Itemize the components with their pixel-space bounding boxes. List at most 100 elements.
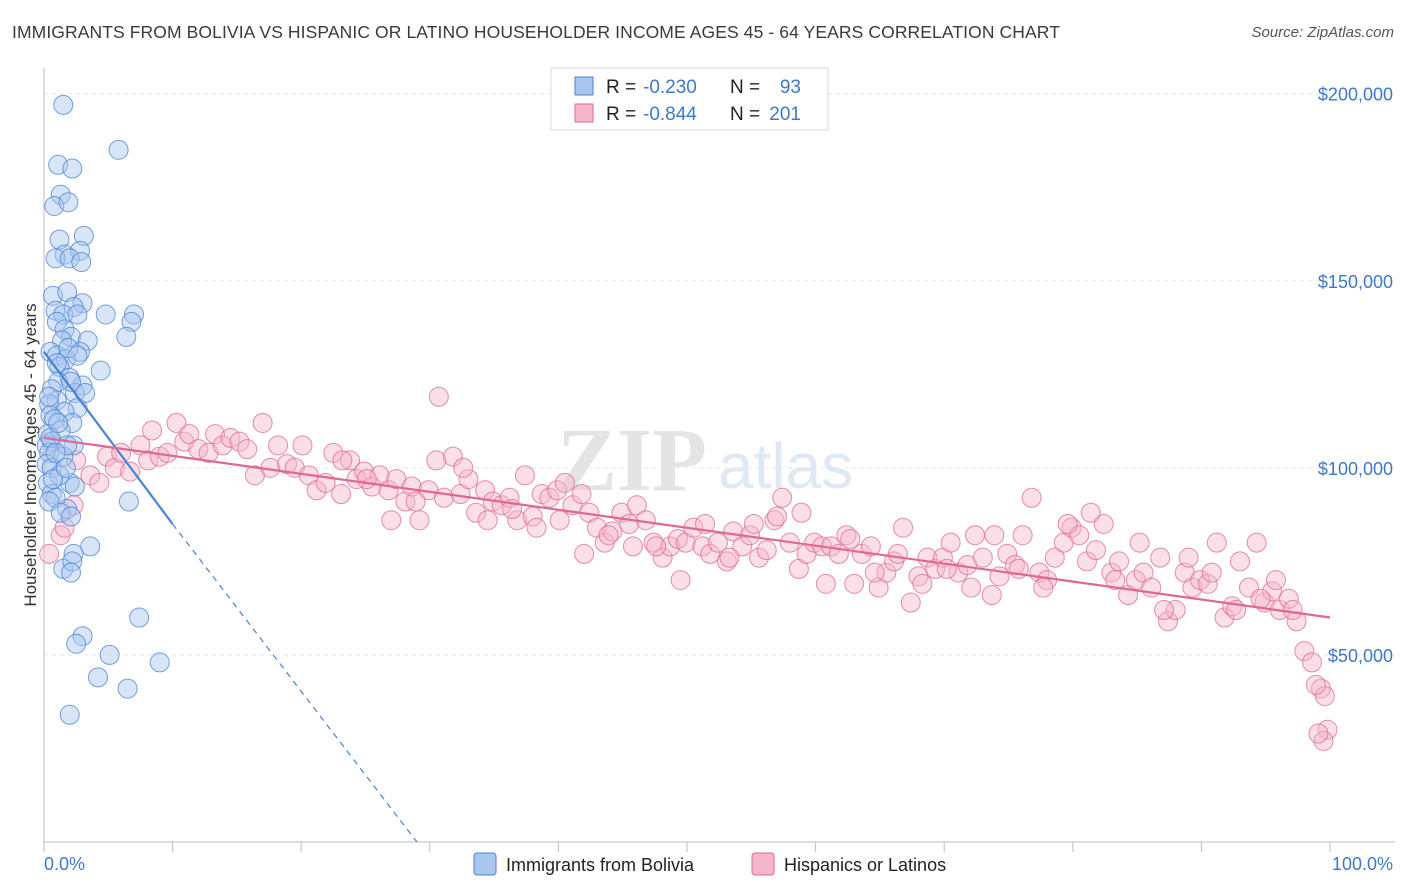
bolivia-trend-extension xyxy=(172,523,418,843)
bolivia-point xyxy=(67,304,88,325)
y-tick-labels: $50,000 $100,000 $150,000 $200,000 xyxy=(1318,85,1393,666)
bolivia-point xyxy=(41,457,62,478)
legend-r-value-2: -0.844 xyxy=(643,104,697,125)
x-tick-label-max: 100.0% xyxy=(1332,854,1393,874)
hispanic-point xyxy=(756,540,777,561)
hispanic-point xyxy=(772,487,793,508)
y-tick-label: $100,000 xyxy=(1318,459,1393,479)
legend-n-label-2: N = xyxy=(730,104,760,125)
hispanic-point xyxy=(1308,723,1329,744)
bolivia-point xyxy=(72,375,93,396)
bolivia-point xyxy=(41,379,62,400)
hispanic-point xyxy=(1206,532,1227,553)
hispanic-point xyxy=(381,510,402,531)
chart-source: Source: ZipAtlas.com xyxy=(1251,24,1394,41)
bolivia-point xyxy=(61,371,82,392)
hispanic-point xyxy=(453,457,474,478)
y-tick-label: $50,000 xyxy=(1328,646,1393,666)
hispanic-point xyxy=(212,435,233,456)
bolivia-point xyxy=(55,457,76,478)
hispanic-point xyxy=(764,510,785,531)
hispanic-point xyxy=(292,435,313,456)
hispanic-point xyxy=(670,570,691,591)
bolivia-point xyxy=(95,304,116,325)
hispanic-point xyxy=(1109,551,1130,572)
y-tick-label: $200,000 xyxy=(1318,85,1393,105)
bolivia-point xyxy=(121,311,142,332)
hispanic-point xyxy=(1201,562,1222,583)
bolivia-point xyxy=(67,345,88,366)
hispanic-point xyxy=(1057,513,1078,534)
trend-lines xyxy=(43,351,1331,843)
hispanic-point xyxy=(1157,611,1178,632)
legend-label-bolivia: Immigrants from Bolivia xyxy=(506,855,695,875)
hispanic-point xyxy=(547,480,568,501)
hispanic-point xyxy=(1282,600,1303,621)
watermark: ZIP atlas xyxy=(557,411,853,510)
hispanic-point xyxy=(554,472,575,493)
hispanic-point xyxy=(981,585,1002,606)
hispanic-point xyxy=(539,487,560,508)
bolivia-point xyxy=(129,607,150,628)
legend-label-hispanic: Hispanics or Latinos xyxy=(784,855,946,875)
legend-swatch-bolivia-bottom xyxy=(473,852,497,876)
series-bolivia-points xyxy=(36,94,170,725)
bolivia-point xyxy=(49,356,70,377)
bolivia-point xyxy=(46,311,67,332)
hispanic-point xyxy=(1301,652,1322,673)
hispanic-point xyxy=(405,491,426,512)
hispanic-point xyxy=(602,521,623,542)
hispanic-point xyxy=(1197,573,1218,594)
hispanic-point xyxy=(89,472,110,493)
legend-r-label-1: R = xyxy=(606,77,636,98)
hispanic-point xyxy=(409,510,430,531)
bolivia-point xyxy=(66,633,87,654)
hispanic-point xyxy=(166,412,187,433)
hispanic-point xyxy=(66,450,87,471)
bolivia-point xyxy=(41,484,62,505)
hispanic-point xyxy=(646,536,667,557)
hispanic-point xyxy=(840,528,861,549)
hispanic-point xyxy=(1093,513,1114,534)
hispanic-point xyxy=(912,573,933,594)
hispanic-point xyxy=(622,536,643,557)
hispanic-point xyxy=(1278,588,1299,609)
bolivia-point xyxy=(149,652,170,673)
bolivia-point xyxy=(124,304,145,325)
bolivia-point xyxy=(61,562,82,583)
bolivia-point xyxy=(118,491,139,512)
hispanic-point xyxy=(1178,547,1199,568)
hispanic-point xyxy=(1012,525,1033,546)
bolivia-point xyxy=(70,240,91,261)
hispanic-point xyxy=(692,536,713,557)
hispanic-point xyxy=(940,532,961,553)
y-tick-label: $150,000 xyxy=(1318,272,1393,292)
hispanic-point xyxy=(984,525,1005,546)
hispanic-point xyxy=(900,592,921,613)
hispanic-point xyxy=(1250,588,1271,609)
hispanic-point xyxy=(836,525,857,546)
hispanic-point xyxy=(466,502,487,523)
hispanic-point xyxy=(700,543,721,564)
hispanic-point xyxy=(1262,581,1283,602)
watermark-zip: ZIP xyxy=(557,411,707,510)
legend-swatch-hispanic xyxy=(574,103,594,123)
hispanic-point xyxy=(887,543,908,564)
hispanic-point xyxy=(571,484,592,505)
hispanic-point xyxy=(1004,555,1025,576)
legend-n-label-1: N = xyxy=(730,77,760,98)
hispanic-point xyxy=(1080,502,1101,523)
bolivia-point xyxy=(64,476,85,497)
hispanic-point xyxy=(442,446,463,467)
bolivia-point xyxy=(57,282,78,303)
bolivia-point xyxy=(46,353,67,374)
hispanic-point xyxy=(120,461,141,482)
hispanic-point xyxy=(1294,641,1315,662)
bolivia-point xyxy=(73,225,94,246)
hispanic-point xyxy=(507,510,528,531)
bolivia-point xyxy=(62,551,83,572)
hispanic-point xyxy=(619,513,640,534)
hispanic-point xyxy=(514,465,535,486)
bolivia-point xyxy=(45,442,66,463)
bolivia-point xyxy=(62,412,83,433)
